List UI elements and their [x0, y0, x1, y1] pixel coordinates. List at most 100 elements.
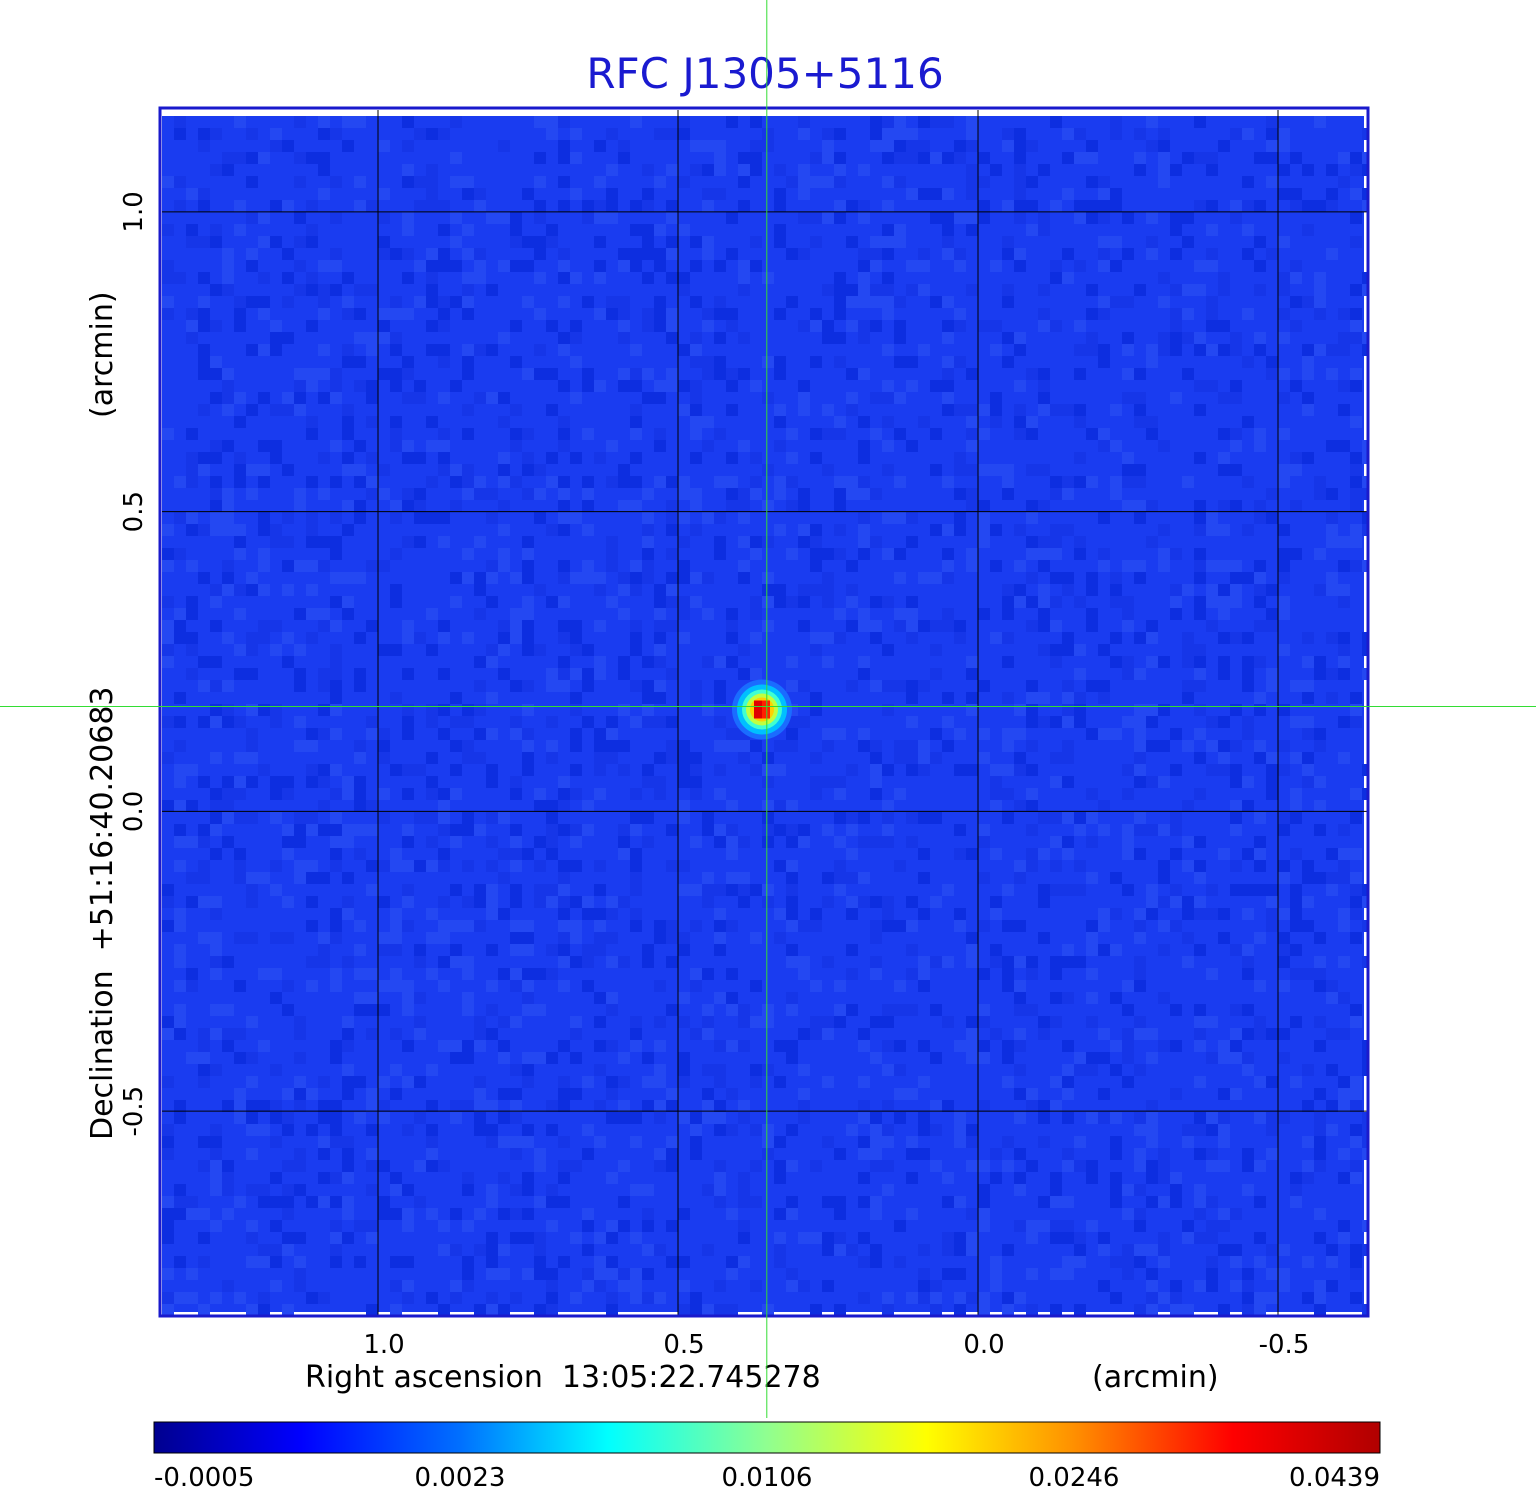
noise-pixel: [1062, 248, 1074, 260]
colorbar-tick-label: -0.0005: [154, 1463, 254, 1493]
noise-pixel: [702, 140, 714, 152]
noise-pixel: [1230, 1028, 1242, 1040]
noise-pixel: [1110, 1064, 1122, 1076]
noise-pixel: [438, 224, 450, 236]
noise-pixel: [930, 188, 942, 200]
noise-pixel: [618, 764, 630, 776]
noise-pixel: [1194, 1280, 1206, 1292]
noise-pixel: [690, 752, 702, 764]
noise-pixel: [1242, 1184, 1254, 1196]
noise-pixel: [258, 584, 270, 596]
noise-pixel: [426, 344, 438, 356]
noise-pixel: [402, 1076, 414, 1088]
noise-pixel: [1158, 920, 1170, 932]
noise-pixel: [1290, 884, 1302, 896]
noise-pixel: [402, 440, 414, 452]
noise-pixel: [1350, 716, 1362, 728]
noise-pixel: [1026, 824, 1038, 836]
noise-pixel: [1266, 140, 1278, 152]
noise-pixel: [690, 404, 702, 416]
noise-pixel: [186, 476, 198, 488]
noise-pixel: [678, 284, 690, 296]
noise-pixel: [1158, 656, 1170, 668]
noise-pixel: [270, 860, 282, 872]
noise-pixel: [1158, 1256, 1170, 1268]
noise-pixel: [1362, 1220, 1368, 1232]
noise-pixel: [786, 680, 798, 692]
noise-pixel: [510, 572, 522, 584]
noise-pixel: [786, 1124, 798, 1136]
noise-pixel: [426, 248, 438, 260]
noise-pixel: [1146, 908, 1158, 920]
noise-pixel: [1194, 284, 1206, 296]
noise-pixel: [1086, 476, 1098, 488]
source-peak-pixel: [762, 700, 770, 719]
noise-pixel: [450, 692, 462, 704]
noise-pixel: [378, 308, 390, 320]
noise-pixel: [1362, 344, 1368, 356]
noise-pixel: [1350, 1088, 1362, 1100]
noise-pixel: [1242, 308, 1254, 320]
noise-pixel: [1110, 476, 1122, 488]
noise-pixel: [666, 1220, 678, 1232]
noise-pixel: [558, 1160, 570, 1172]
noise-pixel: [1170, 596, 1182, 608]
noise-pixel: [390, 428, 402, 440]
noise-pixel: [1098, 692, 1110, 704]
noise-pixel: [462, 1052, 474, 1064]
noise-pixel: [930, 296, 942, 308]
noise-pixel: [654, 224, 666, 236]
noise-pixel: [810, 632, 822, 644]
noise-pixel: [678, 776, 690, 788]
noise-pixel: [870, 776, 882, 788]
noise-pixel: [342, 464, 354, 476]
noise-pixel: [1290, 296, 1302, 308]
noise-pixel: [666, 740, 678, 752]
noise-pixel: [450, 1280, 462, 1292]
noise-pixel: [1230, 632, 1242, 644]
noise-pixel: [1002, 884, 1014, 896]
noise-pixel: [294, 236, 306, 248]
noise-pixel: [942, 560, 954, 572]
noise-pixel: [450, 596, 462, 608]
noise-pixel: [762, 896, 774, 908]
noise-pixel: [750, 488, 762, 500]
noise-pixel: [330, 764, 342, 776]
noise-pixel: [1002, 1076, 1014, 1088]
noise-pixel: [1194, 608, 1206, 620]
noise-pixel: [402, 392, 414, 404]
noise-pixel: [330, 704, 342, 716]
noise-pixel: [162, 176, 174, 188]
noise-pixel: [402, 764, 414, 776]
noise-pixel: [1362, 476, 1368, 488]
noise-pixel: [1134, 1064, 1146, 1076]
noise-pixel: [942, 224, 954, 236]
noise-pixel: [510, 716, 522, 728]
noise-pixel: [1158, 548, 1170, 560]
noise-pixel: [1218, 584, 1230, 596]
noise-pixel: [978, 212, 990, 224]
noise-pixel: [798, 620, 810, 632]
noise-pixel: [1218, 608, 1230, 620]
noise-pixel: [1146, 1280, 1158, 1292]
noise-pixel: [606, 560, 618, 572]
noise-pixel: [570, 152, 582, 164]
noise-pixel: [378, 980, 390, 992]
noise-pixel: [978, 152, 990, 164]
noise-pixel: [174, 632, 186, 644]
noise-pixel: [942, 1016, 954, 1028]
noise-pixel: [234, 548, 246, 560]
noise-pixel: [858, 512, 870, 524]
noise-pixel: [978, 728, 990, 740]
noise-pixel: [594, 656, 606, 668]
noise-pixel: [1134, 1160, 1146, 1172]
noise-pixel: [1122, 452, 1134, 464]
noise-pixel: [750, 152, 762, 164]
noise-pixel: [654, 1160, 666, 1172]
noise-pixel: [834, 356, 846, 368]
noise-pixel: [930, 380, 942, 392]
noise-pixel: [906, 968, 918, 980]
noise-pixel: [294, 260, 306, 272]
noise-pixel: [678, 560, 690, 572]
noise-pixel: [510, 860, 522, 872]
